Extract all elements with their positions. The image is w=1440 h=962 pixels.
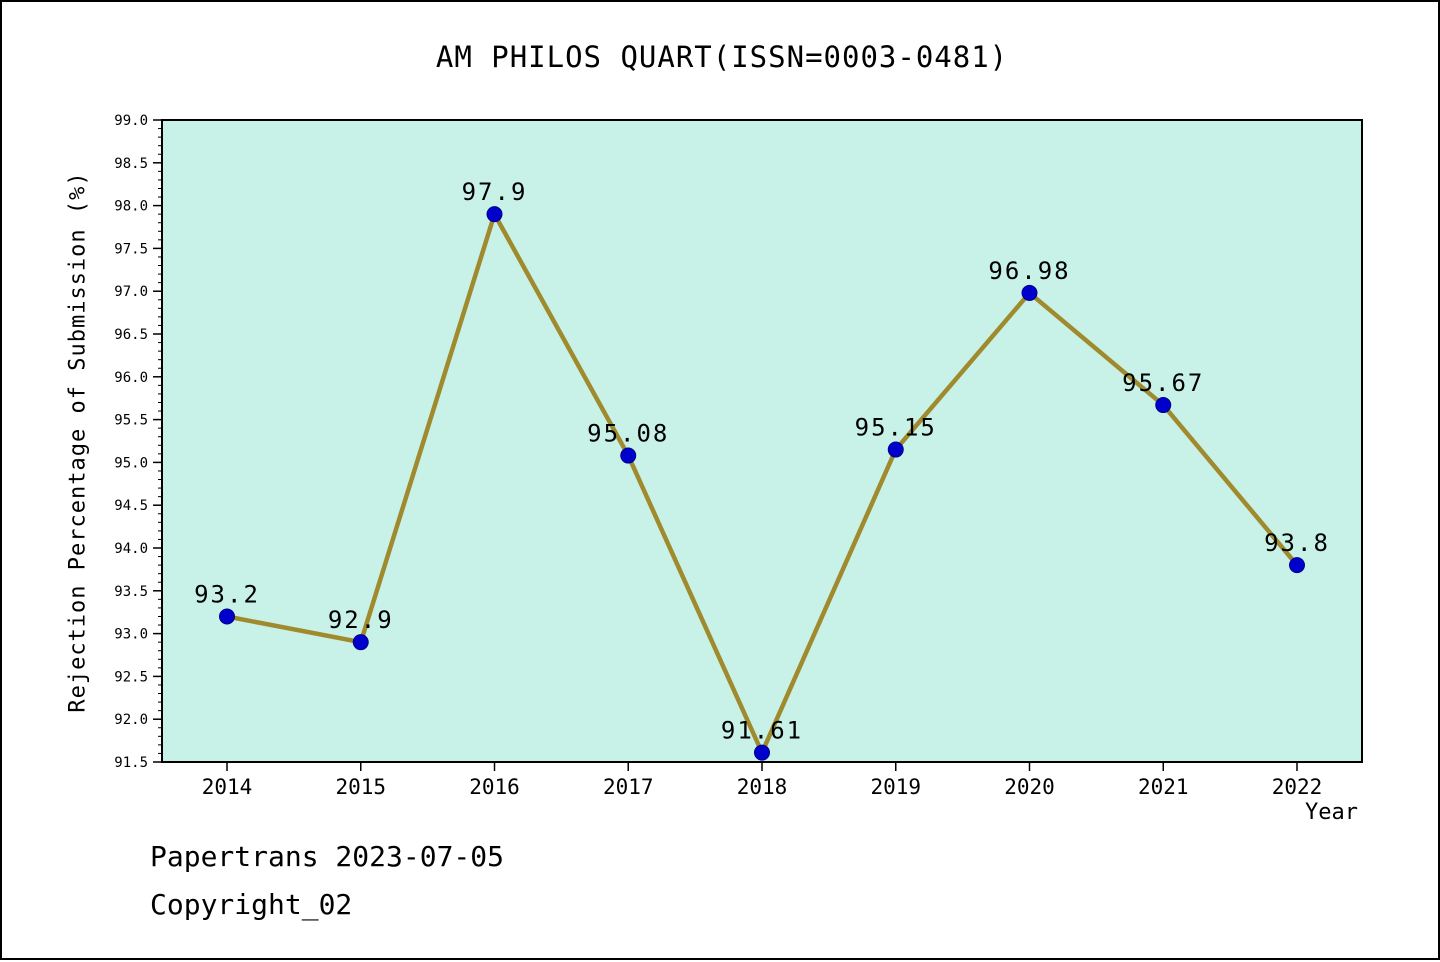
- point-value-label: 96.98: [988, 257, 1070, 285]
- y-tick-label: 98.5: [114, 156, 148, 172]
- x-tick-label: 2016: [469, 775, 520, 799]
- x-tick-label: 2021: [1138, 775, 1189, 799]
- y-tick-label: 92.0: [114, 712, 148, 728]
- chart-title: AM PHILOS QUART(ISSN=0003-0481): [435, 40, 1009, 74]
- data-point: [754, 744, 770, 761]
- data-point: [1289, 557, 1305, 574]
- y-tick-label: 91.5: [114, 755, 148, 771]
- x-tick-label: 2014: [202, 775, 253, 799]
- point-value-label: 97.9: [462, 178, 528, 206]
- point-value-label: 95.67: [1122, 369, 1204, 397]
- x-tick-label: 2018: [737, 775, 788, 799]
- data-point: [219, 608, 235, 625]
- footer-copyright: Copyright_02: [150, 888, 353, 921]
- point-value-label: 95.08: [587, 420, 669, 448]
- x-tick-label: 2020: [1004, 775, 1055, 799]
- data-point: [1155, 397, 1172, 414]
- data-point: [486, 206, 503, 223]
- x-tick-label: 2015: [335, 775, 386, 799]
- line-chart: 91.5 92.0 92.5 93.0 93.5 94.0 94.5 95.0 95.5 96.0…: [114, 113, 1363, 799]
- y-tick-label: 97.0: [114, 284, 148, 300]
- data-point: [887, 441, 904, 458]
- point-value-label: 93.2: [194, 580, 260, 608]
- x-tick-label: 2019: [870, 775, 921, 799]
- y-tick-label: 99.0: [114, 113, 148, 129]
- y-tick-label: 96.5: [114, 327, 148, 343]
- y-tick-label: 95.0: [114, 455, 148, 471]
- point-value-label: 91.61: [721, 717, 803, 745]
- footer-papertrans: Papertrans 2023-07-05: [150, 840, 505, 873]
- y-tick-label: 98.0: [114, 199, 148, 215]
- y-tick-label: 97.5: [114, 241, 148, 257]
- x-tick-label: 2022: [1272, 775, 1323, 799]
- data-point: [352, 634, 369, 651]
- data-point: [620, 447, 637, 464]
- y-tick-label: 94.0: [114, 541, 148, 557]
- x-axis-label: Year: [1305, 800, 1358, 825]
- data-point: [1021, 284, 1038, 301]
- point-value-label: 92.9: [328, 606, 394, 634]
- y-tick-label: 93.5: [114, 584, 148, 600]
- point-value-label: 95.15: [855, 414, 937, 442]
- point-value-label: 93.8: [1264, 529, 1330, 557]
- y-tick-label: 93.0: [114, 627, 148, 643]
- plot-area: [161, 119, 1363, 763]
- y-tick-label: 94.5: [114, 498, 148, 514]
- y-tick-label: 96.0: [114, 370, 148, 386]
- y-tick-label: 92.5: [114, 669, 148, 685]
- x-tick-label: 2017: [603, 775, 654, 799]
- y-tick-label: 95.5: [114, 413, 148, 429]
